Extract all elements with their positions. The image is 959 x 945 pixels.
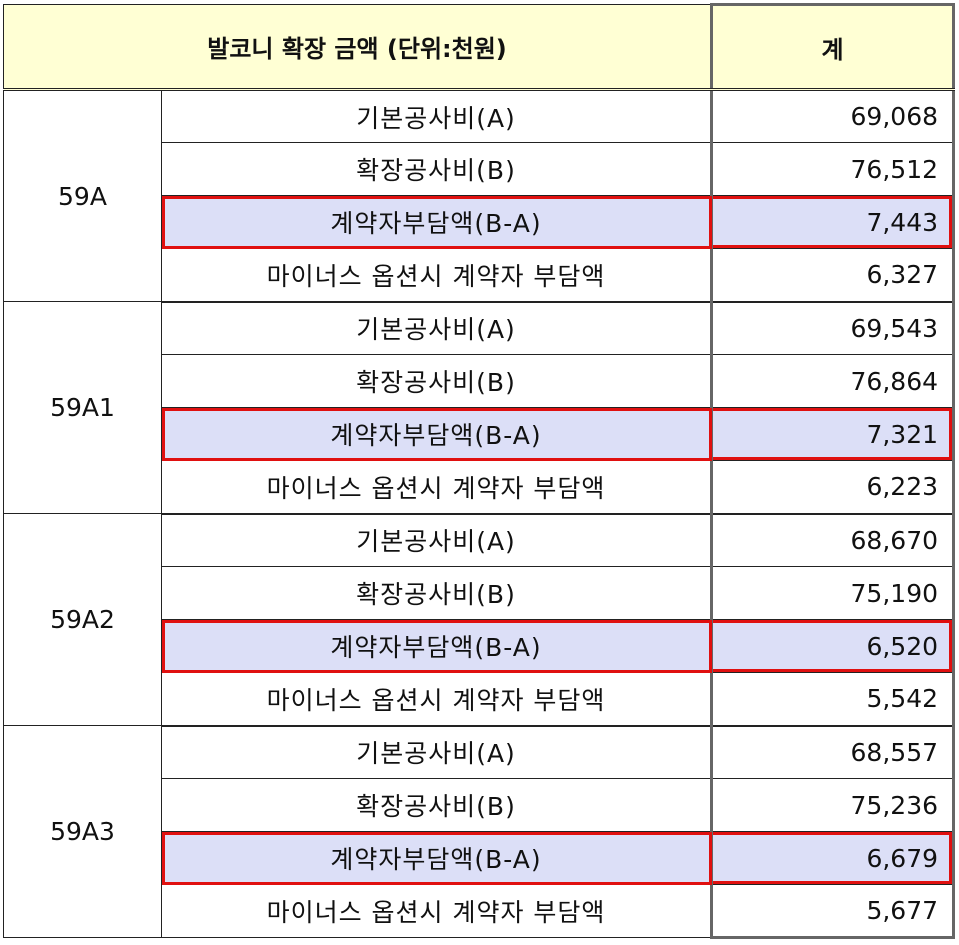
row-label: 확장공사비(B) bbox=[160, 354, 713, 408]
unit-type-59A1: 59A1 bbox=[3, 301, 162, 514]
row-label: 확장공사비(B) bbox=[160, 778, 713, 832]
header-row: 발코니 확장 금액 (단위:천원) 계 bbox=[2, 3, 956, 91]
row-label: 확장공사비(B) bbox=[160, 142, 713, 196]
row-value: 6,327 bbox=[710, 248, 956, 303]
table-row-highlighted: 계약자부담액(B-A) 6,679 bbox=[4, 831, 956, 885]
row-value: 6,223 bbox=[710, 460, 956, 515]
row-label: 기본공사비(A) bbox=[160, 301, 713, 355]
row-label: 계약자부담액(B-A) bbox=[160, 831, 713, 885]
total-column-header: 계 bbox=[710, 3, 956, 91]
table-row: 마이너스 옵션시 계약자 부담액 6,327 bbox=[4, 248, 956, 303]
table-row: 59A3 기본공사비(A) 68,557 bbox=[3, 725, 956, 938]
row-value: 7,321 bbox=[710, 407, 956, 461]
table-row: 확장공사비(B) 76,512 bbox=[4, 142, 956, 196]
row-label: 계약자부담액(B-A) bbox=[160, 619, 713, 673]
row-label: 확장공사비(B) bbox=[160, 566, 713, 620]
row-label: 기본공사비(A) bbox=[160, 89, 713, 143]
row-value: 6,520 bbox=[710, 619, 956, 673]
table-row: 59A1 기본공사비(A) 69,543 bbox=[3, 301, 956, 514]
row-value: 6,679 bbox=[710, 831, 956, 885]
row-value: 7,443 bbox=[710, 195, 956, 249]
table-row-highlighted: 계약자부담액(B-A) 7,443 bbox=[4, 195, 956, 249]
table-row-highlighted: 계약자부담액(B-A) 6,520 bbox=[4, 619, 956, 673]
balcony-expansion-cost-table: 발코니 확장 금액 (단위:천원) 계 59A 기본공사비(A) 69,068 … bbox=[2, 3, 956, 939]
row-value: 76,864 bbox=[710, 354, 956, 408]
table-row: 확장공사비(B) 75,190 bbox=[4, 566, 956, 620]
row-label: 마이너스 옵션시 계약자 부담액 bbox=[160, 248, 713, 303]
row-value: 69,543 bbox=[710, 301, 956, 355]
unit-type-59A2: 59A2 bbox=[3, 513, 162, 726]
table-row: 마이너스 옵션시 계약자 부담액 6,223 bbox=[4, 460, 956, 515]
unit-type-59A: 59A bbox=[3, 89, 162, 302]
row-label: 마이너스 옵션시 계약자 부담액 bbox=[160, 460, 713, 515]
row-label: 계약자부담액(B-A) bbox=[160, 195, 713, 249]
row-value: 68,670 bbox=[710, 513, 956, 567]
table-row: 59A2 기본공사비(A) 68,670 bbox=[3, 513, 956, 726]
row-label: 기본공사비(A) bbox=[160, 513, 713, 567]
row-value: 76,512 bbox=[710, 142, 956, 196]
row-label: 기본공사비(A) bbox=[160, 725, 713, 779]
table-row: 확장공사비(B) 75,236 bbox=[4, 778, 956, 832]
table-row: 마이너스 옵션시 계약자 부담액 5,542 bbox=[4, 672, 956, 727]
row-value: 68,557 bbox=[710, 725, 956, 779]
row-label: 마이너스 옵션시 계약자 부담액 bbox=[160, 884, 713, 938]
row-value: 75,190 bbox=[710, 566, 956, 620]
row-value: 69,068 bbox=[710, 89, 956, 143]
row-label: 마이너스 옵션시 계약자 부담액 bbox=[160, 672, 713, 727]
table-row: 확장공사비(B) 76,864 bbox=[4, 354, 956, 408]
row-value: 5,542 bbox=[710, 672, 956, 727]
table-title: 발코니 확장 금액 (단위:천원) bbox=[2, 4, 713, 90]
table-row: 마이너스 옵션시 계약자 부담액 5,677 bbox=[4, 884, 956, 939]
row-value: 75,236 bbox=[710, 778, 956, 832]
table-row-highlighted: 계약자부담액(B-A) 7,321 bbox=[4, 407, 956, 461]
row-value: 5,677 bbox=[710, 884, 956, 939]
table-row: 59A 기본공사비(A) 69,068 bbox=[3, 89, 956, 302]
unit-type-59A3: 59A3 bbox=[3, 725, 162, 938]
row-label: 계약자부담액(B-A) bbox=[160, 407, 713, 461]
